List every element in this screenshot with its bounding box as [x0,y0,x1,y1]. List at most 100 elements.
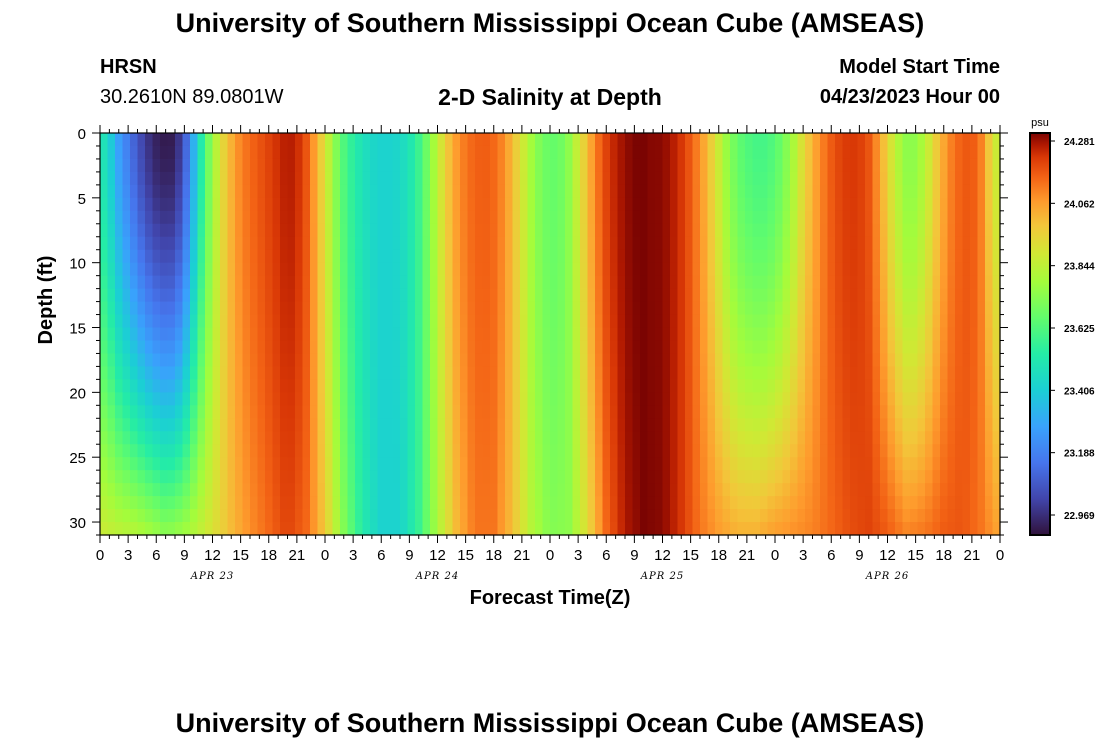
heatmap-cell [265,301,274,316]
heatmap-cell [850,522,859,536]
heatmap-cell [520,236,529,251]
heatmap-cell [857,184,866,199]
heatmap-cell [595,379,604,393]
heatmap-cell [160,145,169,160]
heatmap-cell [880,457,889,471]
heatmap-cell [422,236,431,251]
heatmap-cell [392,366,401,380]
heatmap-cell [370,483,379,497]
heatmap-cell [797,392,806,406]
heatmap-cell [752,301,761,316]
heatmap-cell [992,158,1001,173]
heatmap-cell [197,379,206,393]
heatmap-cell [992,249,1001,264]
heatmap-cell [137,418,146,432]
heatmap-cell [317,418,326,432]
heatmap-cell [265,275,274,290]
heatmap-cell [122,509,131,523]
heatmap-cell [527,327,536,342]
heatmap-cell [497,483,506,497]
station-id: HRSN [100,56,157,78]
heatmap-cell [265,197,274,212]
heatmap-cell [985,158,994,173]
heatmap-cell [745,431,754,445]
heatmap-cell [977,509,986,523]
heatmap-cell [445,133,454,147]
heatmap-cell [827,133,836,147]
heatmap-cell [640,275,649,290]
heatmap-cell [850,145,859,160]
heatmap-cell [932,210,941,225]
heatmap-cell [730,444,739,458]
heatmap-cell [842,496,851,510]
heatmap-cell [887,184,896,199]
heatmap-cell [362,392,371,406]
heatmap-cell [212,522,221,536]
heatmap-cell [152,262,161,277]
heatmap-cell [835,314,844,329]
heatmap-cell [730,236,739,251]
heatmap-cell [130,457,139,471]
heatmap-cell [887,392,896,406]
heatmap-cell [707,379,716,393]
heatmap-cell [992,223,1001,238]
heatmap-cell [925,522,934,536]
heatmap-cell [452,457,461,471]
heatmap-cell [655,223,664,238]
heatmap-cell [160,171,169,186]
heatmap-cell [602,457,611,471]
heatmap-cell [805,431,814,445]
heatmap-cell [955,470,964,484]
heatmap-cell [992,522,1001,536]
heatmap-cell [857,483,866,497]
heatmap-cell [460,171,469,186]
heatmap-cell [175,158,184,173]
heatmap-cell [437,327,446,342]
heatmap-cell [362,418,371,432]
heatmap-cell [115,288,124,303]
heatmap-cell [835,405,844,419]
heatmap-cell [610,249,619,264]
heatmap-cell [235,184,244,199]
heatmap-cell [805,444,814,458]
heatmap-cell [227,314,236,329]
heatmap-cell [752,353,761,368]
heatmap-cell [152,288,161,303]
heatmap-cell [122,197,131,212]
heatmap-cell [527,522,536,536]
heatmap-cell [640,314,649,329]
heatmap-cell [797,236,806,251]
heatmap-cell [977,301,986,316]
heatmap-cell [295,353,304,368]
heatmap-cell [407,379,416,393]
heatmap-cell [610,522,619,536]
heatmap-cell [835,275,844,290]
heatmap-cell [955,262,964,277]
heatmap-cell [220,444,229,458]
heatmap-cell [767,236,776,251]
colorbar-tick-label: 22.969 [1064,511,1095,522]
heatmap-cell [220,133,229,147]
heatmap-cell [745,223,754,238]
heatmap-cell [842,418,851,432]
heatmap-cell [295,133,304,147]
heatmap-cell [377,145,386,160]
heatmap-cell [782,236,791,251]
heatmap-cell [505,522,514,536]
heatmap-cell [317,470,326,484]
heatmap-cell [640,145,649,160]
heatmap-cell [827,314,836,329]
heatmap-cell [670,379,679,393]
heatmap-cell [235,483,244,497]
heatmap-cell [550,522,559,536]
heatmap-cell [385,275,394,290]
heatmap-cell [175,392,184,406]
heatmap-cell [677,340,686,355]
heatmap-cell [872,275,881,290]
heatmap-cell [917,184,926,199]
heatmap-cell [235,236,244,251]
heatmap-cell [722,431,731,445]
heatmap-cell [985,418,994,432]
heatmap-cell [760,210,769,225]
heatmap-cell [670,392,679,406]
